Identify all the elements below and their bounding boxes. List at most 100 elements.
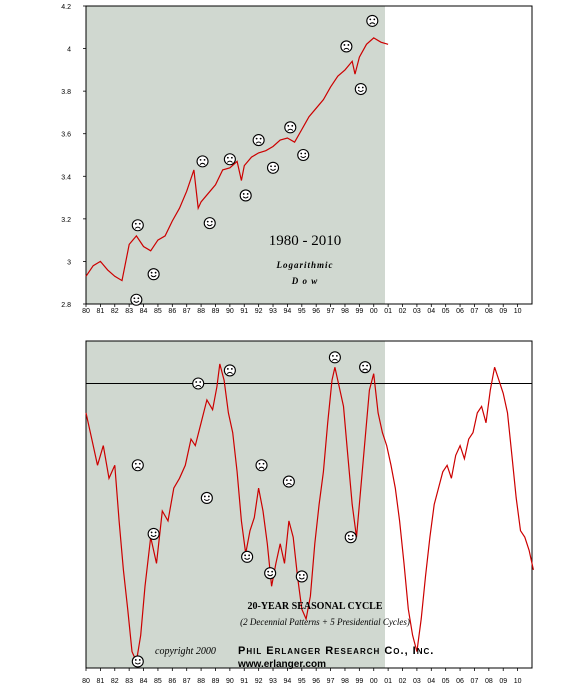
top-x-tick-label: 96 — [312, 308, 320, 315]
bottom-face-sad-icon — [131, 459, 144, 472]
top-x-tick-label: 02 — [399, 308, 407, 315]
bottom-face-happy-icon-mouth — [298, 577, 305, 580]
top-face-sad-icon-circle — [284, 121, 297, 134]
top-x-tick-label: 83 — [125, 308, 133, 315]
bottom-face-happy-icon — [264, 567, 277, 580]
bottom-face-sad-icon — [359, 361, 372, 374]
top-face-happy-icon-circle — [297, 148, 310, 162]
top-x-tick-label: 97 — [327, 308, 335, 315]
bottom-x-tick-label: 82 — [111, 678, 119, 685]
top-x-tick-label: 98 — [341, 308, 349, 315]
top-face-happy-icon — [297, 148, 310, 162]
bottom-face-happy-icon — [200, 491, 213, 505]
bottom-face-happy-icon-eye-left — [298, 574, 301, 576]
bottom-x-tick-label: 09 — [499, 678, 507, 685]
top-face-happy-icon-eye-right — [246, 193, 249, 195]
bottom-face-happy-icon-eye-right — [302, 574, 305, 576]
top-face-sad-icon-circle — [131, 219, 144, 232]
bottom-x-tick-label: 89 — [212, 678, 220, 685]
top-face-markers — [130, 14, 379, 306]
top-face-happy-icon-mouth — [150, 275, 157, 278]
bottom-face-sad-icon-circle — [282, 475, 295, 488]
bottom-x-tick-label: 81 — [96, 678, 104, 685]
bottom-x-tick-label: 94 — [284, 678, 292, 685]
seasonal-cycle-series-line — [85, 363, 534, 664]
bottom-face-sad-icon — [223, 364, 236, 377]
bottom-x-tick-label: 98 — [341, 678, 349, 685]
bottom-chart-caption: 20-YEAR SEASONAL CYCLE — [247, 601, 382, 612]
firm-name: Phil Erlanger Research Co., Inc. — [238, 645, 434, 657]
bottom-face-happy-icon-circle — [264, 567, 277, 580]
bottom-face-sad-icon-eye-right — [199, 381, 202, 383]
top-face-sad-icon — [223, 153, 236, 166]
top-y-tick-label: 3 — [67, 259, 71, 266]
top-face-happy-icon-eye-right — [274, 165, 276, 168]
bottom-x-tick-label: 00 — [370, 678, 378, 685]
top-face-sad-icon-mouth — [255, 141, 262, 144]
bottom-face-happy-icon-eye-left — [244, 554, 247, 557]
top-face-happy-icon-mouth — [133, 300, 140, 303]
bottom-x-tick-label: 91 — [240, 678, 248, 685]
top-x-axis: 80 81 82 83 84 85 86 87 88 89 90 91 92 93 94 95 96 97 98 99… — [82, 304, 522, 315]
bottom-face-happy-icon-mouth — [267, 574, 274, 577]
bottom-face-sad-icon-eye-right — [138, 462, 141, 465]
bottom-x-tick-label: 93 — [269, 678, 277, 685]
bottom-x-tick-label: 95 — [298, 678, 306, 685]
bottom-face-happy-icon-circle — [344, 531, 357, 544]
top-face-happy-icon-mouth — [206, 223, 213, 227]
bottom-face-sad-icon-mouth — [258, 466, 265, 469]
top-y-tick-label: 4 — [67, 47, 71, 54]
top-face-happy-icon — [130, 293, 143, 306]
top-x-tick-label: 92 — [255, 308, 263, 315]
top-face-happy-icon-mouth — [242, 196, 249, 199]
top-face-happy-icon-circle — [354, 82, 367, 96]
top-y-tick-label: 3.8 — [61, 89, 71, 96]
bottom-face-sad-icon-eye-right — [335, 354, 338, 357]
top-x-tick-label: 84 — [140, 308, 148, 315]
top-x-tick-label: 07 — [471, 308, 479, 315]
bottom-x-tick-label: 96 — [312, 678, 320, 685]
bottom-face-happy-icon-eye-left — [134, 659, 137, 661]
bottom-face-happy-icon-eye-left — [203, 495, 206, 498]
bottom-face-sad-icon-circle — [131, 459, 144, 472]
bottom-face-sad-icon-eye-right — [262, 462, 265, 465]
bottom-face-happy-icon-mouth — [203, 498, 210, 502]
top-face-sad-icon — [340, 40, 353, 53]
top-x-tick-label: 09 — [499, 308, 507, 315]
top-face-sad-icon-eye-right — [347, 44, 350, 46]
top-face-happy-icon — [354, 82, 367, 96]
top-face-sad-icon-mouth — [134, 226, 141, 229]
top-face-sad-icon-eye-right — [259, 137, 262, 140]
bottom-x-tick-label: 99 — [355, 678, 363, 685]
top-face-sad-icon-eye-left — [287, 124, 290, 127]
top-face-happy-icon — [239, 189, 252, 202]
bottom-x-tick-label: 07 — [471, 678, 479, 685]
top-x-tick-label: 99 — [355, 308, 363, 315]
top-x-tick-label: 08 — [485, 308, 493, 315]
bottom-x-tick-label: 85 — [154, 678, 162, 685]
bottom-face-happy-icon-eye-left — [347, 534, 350, 537]
copyright-text: copyright 2000 — [155, 646, 216, 657]
top-face-sad-icon-mouth — [343, 47, 350, 51]
bottom-shaded-region — [86, 341, 385, 668]
top-y-tick-label: 3.4 — [61, 174, 71, 181]
top-x-tick-label: 91 — [240, 308, 248, 315]
bottom-x-tick-label: 04 — [427, 678, 435, 685]
bottom-face-sad-icon-mouth — [195, 384, 202, 388]
top-face-happy-icon-eye-left — [300, 152, 303, 155]
top-face-sad-icon-eye-left — [369, 18, 372, 21]
top-x-tick-label: 89 — [212, 308, 220, 315]
bottom-face-happy-icon-eye-right — [248, 554, 251, 557]
bottom-x-tick-label: 86 — [168, 678, 176, 685]
top-y-axis: 4.2 4 3.8 3.6 3.4 3.2 3 2.8 — [61, 4, 86, 309]
top-face-sad-icon-eye-left — [226, 156, 229, 159]
bottom-x-tick-label: 06 — [456, 678, 464, 685]
bottom-face-happy-icon-circle — [147, 527, 160, 540]
bottom-face-sad-icon-eye-right — [366, 364, 369, 367]
top-face-happy-icon-eye-left — [270, 165, 272, 168]
bottom-x-tick-label: 90 — [226, 678, 234, 685]
top-face-happy-icon-eye-left — [242, 193, 245, 195]
top-face-sad-icon-mouth — [369, 22, 376, 25]
top-x-tick-label: 88 — [197, 308, 205, 315]
bottom-face-happy-icon-circle — [131, 655, 144, 668]
